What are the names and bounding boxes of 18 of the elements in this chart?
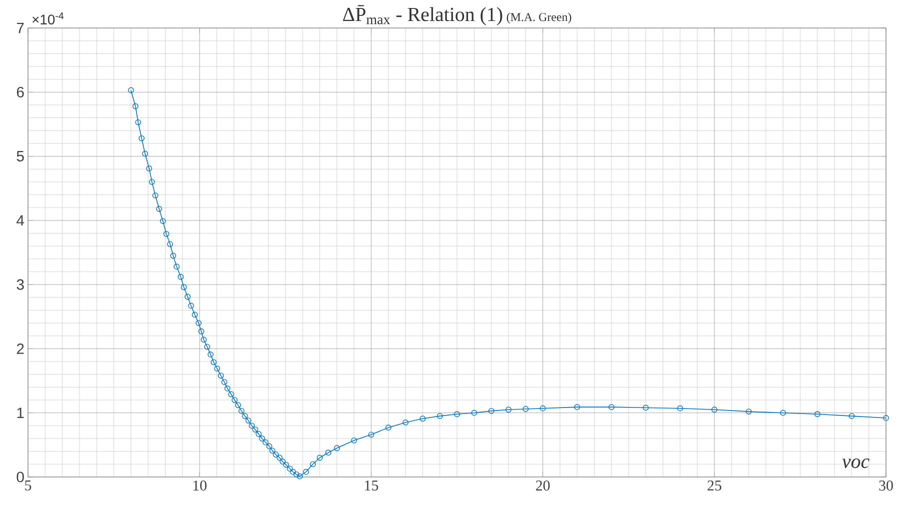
x-tick-label: 15 — [365, 480, 378, 491]
y-tick-label: 4 — [16, 215, 24, 226]
chart-title: ΔP̄$_{max}$ - Relation (1) — [343, 5, 502, 26]
x-tick-label: 20 — [536, 480, 550, 491]
x-tick-label: 10 — [193, 480, 207, 491]
x-tick-label: 25 — [708, 480, 722, 491]
y-tick-label: 3 — [16, 279, 24, 290]
y-tick-label: 7 — [16, 22, 24, 34]
y-tick-label: 6 — [16, 86, 24, 98]
x-axis-title: voc — [842, 458, 870, 468]
y-tick-label: 1 — [17, 408, 24, 418]
y-tick-label: 0 — [16, 472, 24, 482]
chart-subtitle: (M.A. Green) — [506, 12, 572, 24]
y-tick-label: 5 — [16, 151, 24, 162]
y-tick-label: 2 — [16, 343, 24, 354]
text: ×10$^{-4}$ — [32, 12, 64, 24]
x-tick-label: 5 — [25, 480, 32, 490]
x-tick-label: 30 — [879, 480, 893, 491]
